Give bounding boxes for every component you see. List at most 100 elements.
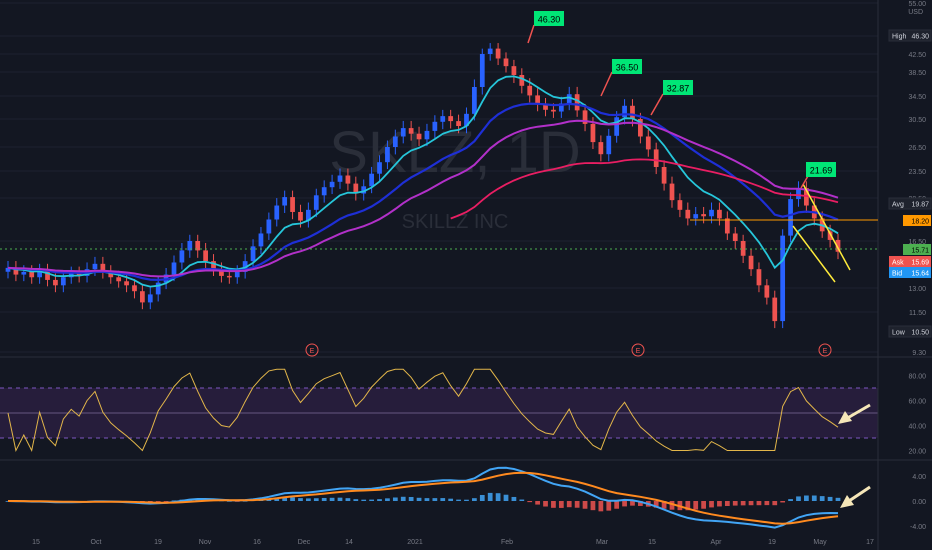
macd-histogram-bar bbox=[614, 501, 620, 509]
candle-body bbox=[21, 271, 27, 275]
macd-axis[interactable]: 4.00 0.00 -4.00 bbox=[910, 474, 926, 531]
macd-histogram-bar bbox=[385, 498, 390, 501]
candle-body bbox=[282, 197, 288, 206]
candle-body bbox=[226, 275, 232, 278]
candle-body bbox=[748, 255, 754, 270]
macd-histogram-bar bbox=[764, 501, 770, 506]
price-tick-label: 30.50 bbox=[908, 117, 926, 124]
macd-histogram-bar bbox=[622, 501, 627, 507]
time-tick-label: 19 bbox=[154, 539, 162, 546]
macd-histogram-bar bbox=[432, 498, 438, 501]
candle-body bbox=[298, 211, 303, 221]
macd-histogram-bar bbox=[653, 501, 659, 508]
macd-histogram-bar bbox=[282, 497, 288, 501]
candle-body bbox=[677, 200, 683, 210]
macd-histogram-bar bbox=[748, 501, 754, 506]
bid-badge: Bid 15.64 bbox=[889, 267, 931, 278]
candle-body bbox=[464, 113, 469, 126]
candle-body bbox=[116, 277, 122, 282]
macd-histogram-bar bbox=[274, 497, 280, 501]
macd-histogram-bar bbox=[780, 501, 786, 503]
macd-histogram-bar bbox=[566, 501, 572, 508]
candle-body bbox=[598, 142, 604, 155]
candle-body bbox=[258, 233, 264, 247]
macd-histogram-bar bbox=[519, 499, 525, 501]
candle-body bbox=[37, 270, 42, 278]
macd-histogram-bar bbox=[408, 496, 414, 501]
macd-histogram-bar bbox=[685, 501, 691, 511]
peak-label-1: 46.30 bbox=[527, 11, 564, 44]
trend-line-upper bbox=[802, 183, 851, 271]
macd-tick-label: 0.00 bbox=[912, 499, 926, 506]
bid-badge-value: 15.64 bbox=[911, 271, 929, 278]
candle-body bbox=[772, 297, 778, 322]
macd-histogram-bar bbox=[590, 501, 596, 511]
earnings-marker-1[interactable]: E bbox=[305, 343, 319, 357]
macd-histogram-bar bbox=[353, 499, 359, 501]
candle-body bbox=[590, 123, 596, 143]
rsi-axis[interactable]: 80.00 60.00 40.00 20.00 bbox=[908, 374, 926, 456]
time-tick-label: 19 bbox=[768, 539, 776, 546]
macd-histogram-bar bbox=[464, 499, 469, 501]
candle-body bbox=[645, 136, 651, 150]
time-tick-label: Feb bbox=[501, 539, 513, 546]
earnings-marker-3[interactable]: E bbox=[818, 343, 832, 357]
candle-body bbox=[132, 285, 137, 292]
candle-body bbox=[456, 121, 461, 126]
price-tick-label: 9.30 bbox=[912, 350, 926, 357]
price-tick-label: 42.50 bbox=[908, 52, 926, 59]
candle-body bbox=[732, 233, 738, 241]
macd-histogram-bar bbox=[226, 500, 232, 502]
macd-histogram-bar bbox=[756, 501, 762, 506]
candle-body bbox=[108, 271, 114, 278]
time-axis[interactable]: 15 Oct 19 Nov 16 Dec 14 2021 Feb Mar 15 Apr 19 May 17 bbox=[32, 539, 874, 546]
earnings-marker-2[interactable]: E bbox=[631, 343, 645, 357]
price-tick-label: 26.50 bbox=[908, 145, 926, 152]
macd-histogram-bar bbox=[811, 495, 817, 501]
candle-body bbox=[527, 85, 533, 96]
macd-histogram-bar bbox=[693, 501, 699, 510]
time-tick-label: May bbox=[813, 539, 827, 546]
macd-histogram-bar bbox=[163, 501, 169, 502]
macd-histogram-bar bbox=[456, 499, 461, 501]
macd-histogram-bar bbox=[424, 498, 430, 501]
macd-tick-label: 4.00 bbox=[912, 474, 926, 481]
high-badge-value: 46.30 bbox=[911, 34, 929, 41]
macd-histogram-bar bbox=[717, 501, 722, 507]
candle-body bbox=[566, 94, 572, 104]
ask-badge: Ask 15.69 bbox=[889, 256, 931, 267]
time-tick-label: 14 bbox=[345, 539, 353, 546]
candle-body bbox=[203, 250, 208, 262]
price-tick-label: 16.50 bbox=[908, 239, 926, 246]
macd-histogram-bar bbox=[661, 501, 667, 509]
last-price-badge: 15.71 bbox=[903, 244, 931, 255]
candle-body bbox=[724, 218, 730, 234]
candle-body bbox=[13, 267, 19, 275]
macd-histogram-bar bbox=[155, 501, 161, 502]
time-tick-label: Oct bbox=[91, 539, 102, 546]
candle-body bbox=[353, 183, 359, 194]
candle-body bbox=[717, 209, 722, 219]
last-price-badge-value: 15.71 bbox=[911, 248, 929, 255]
candle-body bbox=[709, 209, 714, 217]
ask-badge-value: 15.69 bbox=[911, 260, 929, 267]
macd-histogram-bar bbox=[171, 500, 177, 502]
macd-histogram-bar bbox=[321, 497, 327, 501]
candle-body bbox=[400, 128, 406, 137]
macd-histogram-bar bbox=[416, 497, 422, 501]
macd-histogram-bar bbox=[511, 496, 517, 501]
candle-body bbox=[551, 109, 556, 112]
candle-body bbox=[171, 262, 177, 275]
macd-histogram-bar bbox=[598, 501, 604, 512]
macd-histogram-bar bbox=[543, 501, 548, 507]
candle-body bbox=[630, 105, 635, 119]
currency-label: USD bbox=[908, 9, 923, 16]
candle-body bbox=[582, 110, 588, 124]
macd-histogram-bar bbox=[669, 501, 675, 510]
grid-lines bbox=[0, 2, 878, 353]
candle-body bbox=[234, 271, 240, 278]
candle-body bbox=[361, 186, 367, 194]
candle-body bbox=[266, 219, 272, 234]
